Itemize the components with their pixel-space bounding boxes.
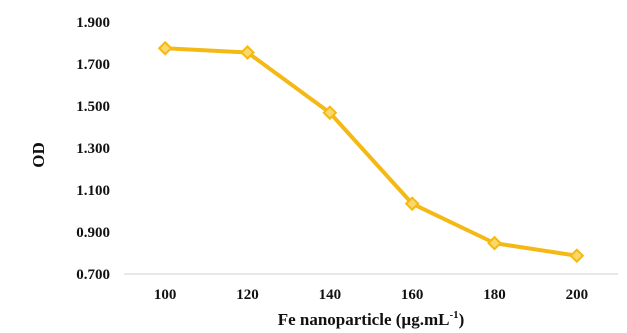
y-tick-label: 0.900 (76, 225, 110, 241)
data-point-marker (322, 105, 338, 121)
y-tick-label: 1.700 (76, 57, 110, 73)
y-tick-label: 1.900 (76, 15, 110, 31)
x-axis-title-text: Fe nanoparticle ( (278, 310, 402, 329)
data-point-marker (157, 40, 173, 56)
y-axis-ticks: 0.700 0.900 1.100 1.300 1.500 1.700 1.900 (76, 15, 110, 283)
y-axis-title: OD (29, 142, 48, 168)
series-layer (157, 40, 585, 264)
x-axis-title-close: ) (459, 310, 465, 329)
x-axis-title-unit: µg.mL (401, 310, 449, 329)
data-point-marker (569, 248, 585, 264)
x-tick-label: 180 (483, 287, 506, 303)
x-axis-ticks: 100 120 140 160 180 200 (154, 287, 588, 303)
x-tick-label: 200 (566, 287, 589, 303)
series-line (163, 46, 579, 258)
y-tick-label: 1.500 (76, 99, 110, 115)
x-tick-label: 100 (154, 287, 177, 303)
data-point-marker (404, 196, 420, 212)
y-tick-label: 0.700 (76, 267, 110, 283)
x-axis-title: Fe nanoparticle (µg.mL-1) (278, 309, 465, 329)
x-tick-label: 140 (319, 287, 342, 303)
x-tick-label: 160 (401, 287, 424, 303)
x-axis-title-unit-exponent: -1 (449, 309, 458, 321)
data-point-marker (240, 45, 255, 60)
data-point-marker (487, 235, 502, 251)
x-tick-label: 120 (236, 287, 259, 303)
y-tick-label: 1.300 (76, 141, 110, 157)
y-tick-label: 1.100 (76, 183, 110, 199)
